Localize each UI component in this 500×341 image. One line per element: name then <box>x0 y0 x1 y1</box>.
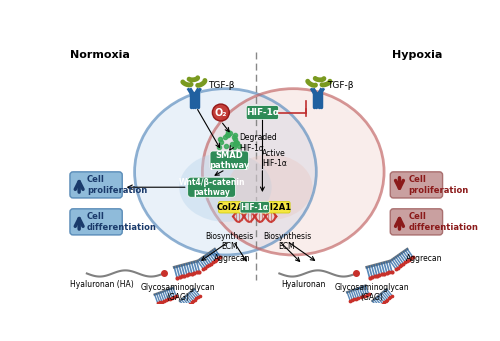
FancyBboxPatch shape <box>70 209 122 235</box>
Text: Glycosaminoglycan
(GAG): Glycosaminoglycan (GAG) <box>140 283 215 302</box>
Ellipse shape <box>134 89 316 255</box>
Text: HIF-1α: HIF-1α <box>240 203 268 212</box>
Ellipse shape <box>202 89 384 255</box>
Text: HIF-1α: HIF-1α <box>246 108 279 117</box>
Text: SMAD
pathway: SMAD pathway <box>209 151 250 170</box>
FancyBboxPatch shape <box>70 172 122 198</box>
Text: Active
HIF-1α: Active HIF-1α <box>262 149 287 168</box>
Text: Hyaluronan (HA): Hyaluronan (HA) <box>70 280 134 288</box>
Text: Biosynthesis
ECM: Biosynthesis ECM <box>263 232 311 251</box>
Ellipse shape <box>228 154 312 220</box>
Text: Col2A1: Col2A1 <box>259 203 292 212</box>
FancyBboxPatch shape <box>390 172 442 198</box>
FancyBboxPatch shape <box>218 202 248 213</box>
Text: Glycosaminoglycan
(GAG): Glycosaminoglycan (GAG) <box>334 283 409 302</box>
Text: O₂: O₂ <box>214 107 227 118</box>
Text: TGF-β: TGF-β <box>327 81 353 90</box>
Text: Col2A1: Col2A1 <box>216 203 250 212</box>
FancyBboxPatch shape <box>261 202 290 213</box>
Text: Wnt4/β-catenin
pathway: Wnt4/β-catenin pathway <box>178 178 245 197</box>
Text: Hyaluronan: Hyaluronan <box>281 280 326 288</box>
Text: Cell
proliferation: Cell proliferation <box>408 175 469 195</box>
FancyBboxPatch shape <box>390 209 442 235</box>
FancyBboxPatch shape <box>210 151 248 169</box>
Text: Hypoxia: Hypoxia <box>392 50 442 60</box>
Text: Cell
differentiation: Cell differentiation <box>87 212 156 232</box>
FancyBboxPatch shape <box>246 106 278 119</box>
Ellipse shape <box>179 152 272 222</box>
Text: Cell
differentiation: Cell differentiation <box>408 212 478 232</box>
Text: Aggrecan: Aggrecan <box>214 254 250 263</box>
Text: Normoxia: Normoxia <box>70 50 130 60</box>
Circle shape <box>212 104 230 121</box>
Text: Cell
proliferation: Cell proliferation <box>87 175 147 195</box>
FancyBboxPatch shape <box>240 202 270 213</box>
Text: TGF-β: TGF-β <box>208 81 235 90</box>
FancyBboxPatch shape <box>188 177 236 197</box>
Text: Biosynthesis
ECM: Biosynthesis ECM <box>205 232 254 251</box>
Text: Degraded
HIF-1α: Degraded HIF-1α <box>240 133 277 153</box>
Text: Aggrecan: Aggrecan <box>406 254 443 263</box>
